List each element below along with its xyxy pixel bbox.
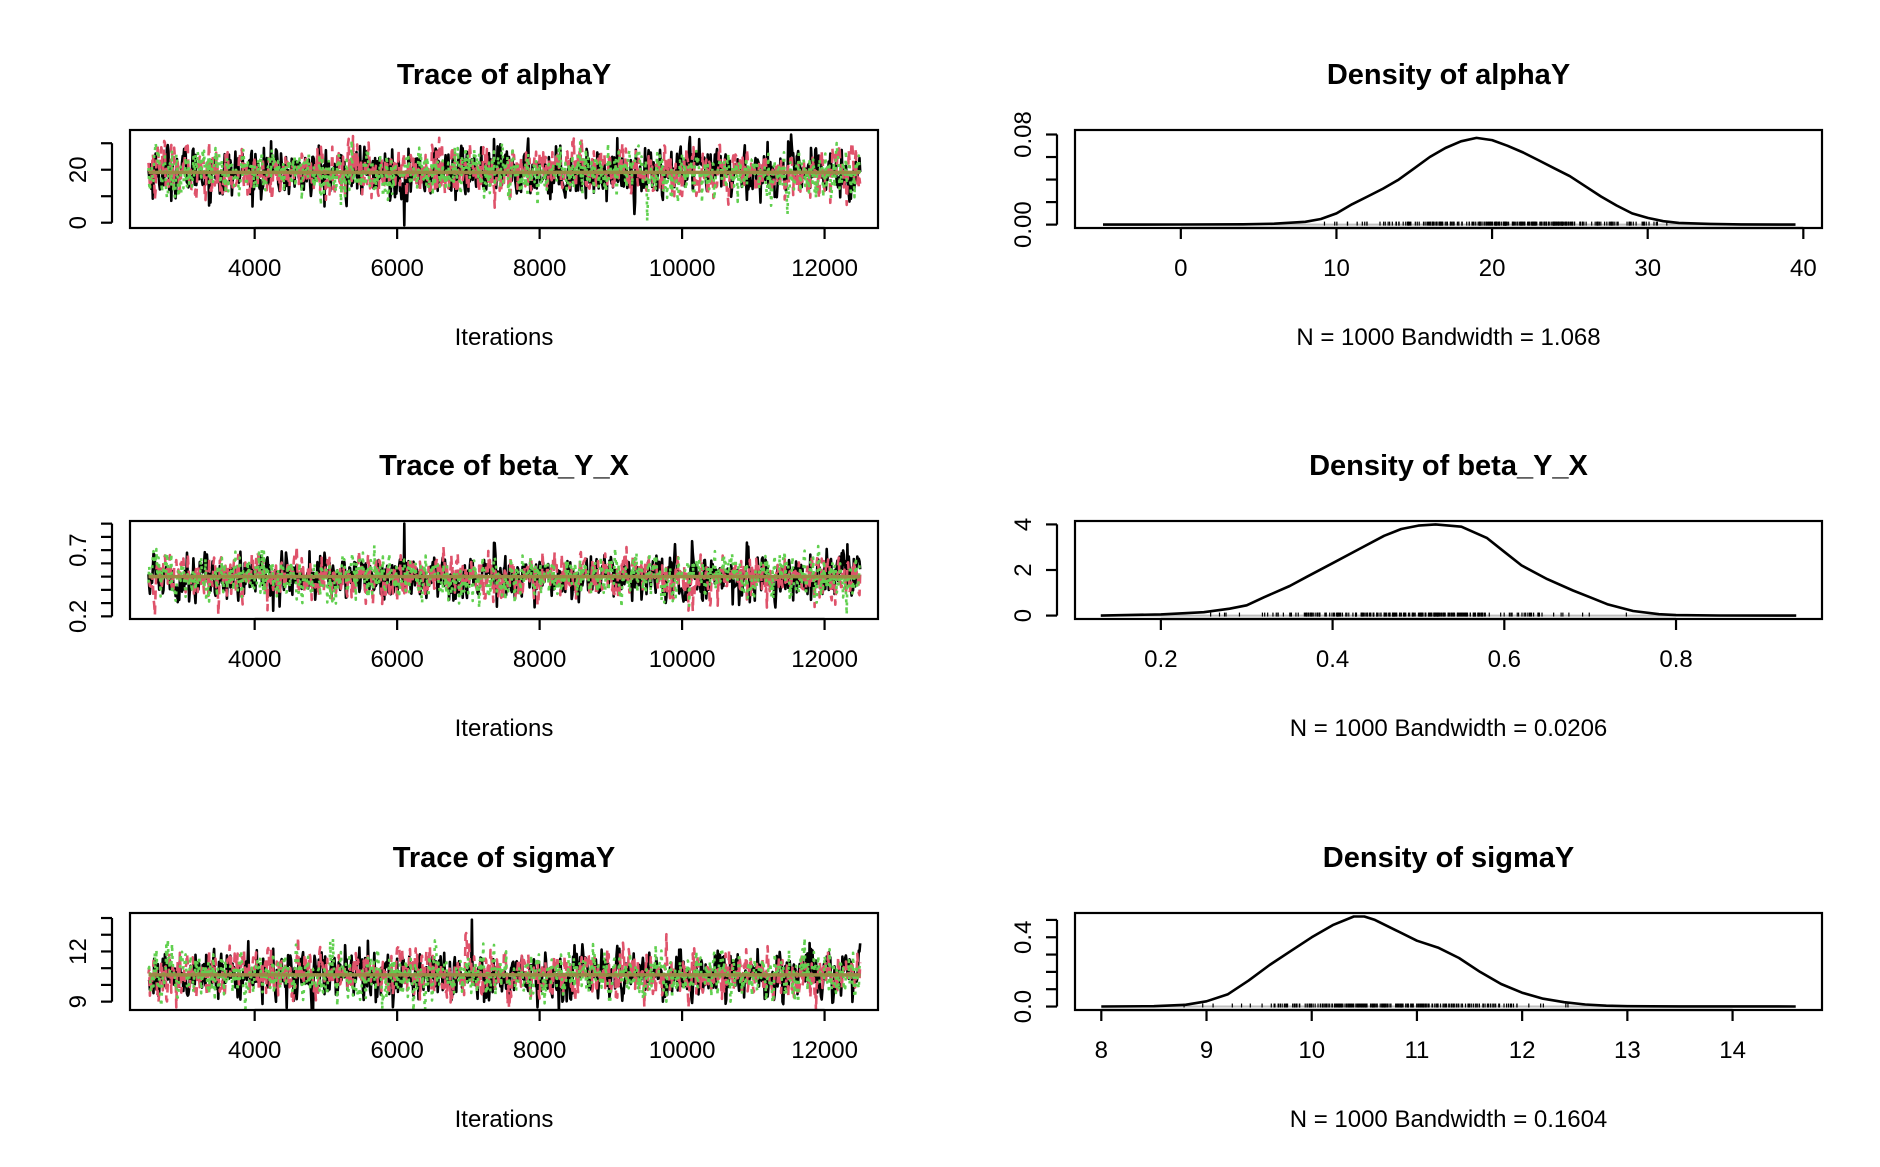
- x-tick-label: 4000: [228, 255, 281, 282]
- rug-marks: [1183, 1003, 1569, 1008]
- x-tick-label: 4000: [228, 1037, 281, 1064]
- plot-box: [1073, 519, 1824, 621]
- x-tick-label: 0.2: [1144, 646, 1177, 673]
- x-tick-label: 40: [1790, 255, 1817, 282]
- trace-line-chain-3: [147, 936, 862, 1010]
- y-tick-label: 9: [65, 995, 92, 1008]
- y-tick-label: 2: [1010, 563, 1037, 576]
- rug-marks: [1210, 612, 1627, 617]
- x-tick-label: 12000: [791, 646, 858, 673]
- x-axis-label: N = 1000 Bandwidth = 1.068: [1296, 324, 1600, 351]
- rug-marks: [1323, 221, 1668, 226]
- density-plot-1: Density of alphaY 0 10 20 30 40 0.00 0.08 N = 10…: [1010, 59, 1824, 351]
- x-tick-label: 12000: [791, 1037, 858, 1064]
- density-plot-5: Density of sigmaY 8 9 10 11 12 13 14 0.0 0.4 N = 1…: [1010, 842, 1824, 1133]
- y-tick-label: 12: [65, 938, 92, 965]
- plot-area: [147, 133, 862, 227]
- y-tick-label: 0.00: [1010, 201, 1037, 248]
- x-tick-label: 14: [1719, 1037, 1746, 1064]
- plot-title: Density of beta_Y_X: [1309, 450, 1588, 482]
- x-axis-label: Iterations: [455, 324, 554, 351]
- trace-plot-2: Trace of beta_Y_X 4000 6000 8000 10000 12000 0…: [65, 450, 880, 742]
- y-tick-label: 0.2: [65, 600, 92, 633]
- trace-plot-0: Trace of alphaY 4000 6000 8000 10000 12000 0 20…: [65, 59, 880, 351]
- density-plot-3: Density of beta_Y_X 0.2 0.4 0.6 0.8 0 2 4 N = 10…: [1010, 450, 1824, 742]
- y-tick-label: 0.7: [65, 533, 92, 566]
- x-tick-label: 10000: [649, 646, 716, 673]
- x-tick-label: 0.8: [1659, 646, 1692, 673]
- x-tick-label: 8000: [513, 646, 566, 673]
- plot-title: Density of sigmaY: [1323, 842, 1574, 874]
- x-tick-label: 11: [1404, 1037, 1429, 1064]
- plot-area: [1101, 915, 1796, 1008]
- x-tick-label: 13: [1614, 1037, 1641, 1064]
- y-tick-label: 0.0: [1010, 990, 1037, 1023]
- plot-area: [147, 918, 862, 1010]
- x-tick-label: 12: [1509, 1037, 1536, 1064]
- x-tick-label: 8: [1095, 1037, 1108, 1064]
- x-tick-label: 12000: [791, 255, 858, 282]
- y-tick-label: 0: [1010, 609, 1037, 622]
- plot-box: [1073, 128, 1824, 230]
- plot-area: [1102, 136, 1796, 226]
- x-tick-label: 30: [1634, 255, 1661, 282]
- x-tick-label: 0.6: [1488, 646, 1521, 673]
- density-curve: [1101, 915, 1796, 1008]
- plot-area: [1100, 523, 1797, 617]
- y-tick-label: 4: [1010, 518, 1037, 531]
- x-axis-label: N = 1000 Bandwidth = 0.1604: [1290, 1106, 1608, 1133]
- plot-box: [1073, 911, 1824, 1012]
- x-tick-label: 10: [1298, 1037, 1325, 1064]
- x-tick-label: 0: [1174, 255, 1187, 282]
- y-tick-label: 0: [65, 216, 92, 229]
- x-tick-label: 0.4: [1316, 646, 1349, 673]
- x-axis-label: N = 1000 Bandwidth = 0.0206: [1290, 715, 1608, 742]
- trace-line-chain-1: [147, 522, 862, 613]
- x-tick-label: 9: [1200, 1037, 1213, 1064]
- x-tick-label: 10000: [649, 1037, 716, 1064]
- x-tick-label: 6000: [370, 255, 423, 282]
- x-tick-label: 8000: [513, 1037, 566, 1064]
- x-tick-label: 4000: [228, 646, 281, 673]
- trace-plot-4: Trace of sigmaY 4000 6000 8000 10000 12000 9 12…: [65, 842, 880, 1133]
- x-tick-label: 6000: [370, 646, 423, 673]
- density-curve: [1100, 523, 1797, 617]
- x-axis-label: Iterations: [455, 1106, 554, 1133]
- x-tick-label: 10: [1323, 255, 1350, 282]
- plot-title: Trace of sigmaY: [393, 842, 615, 874]
- y-tick-label: 0.4: [1010, 921, 1037, 954]
- plot-title: Trace of alphaY: [397, 59, 611, 91]
- x-tick-label: 20: [1479, 255, 1506, 282]
- y-tick-label: 0.08: [1010, 111, 1037, 158]
- plot-title: Density of alphaY: [1327, 59, 1570, 91]
- plot-title: Trace of beta_Y_X: [379, 450, 629, 482]
- x-axis-label: Iterations: [455, 715, 554, 742]
- x-tick-label: 6000: [370, 1037, 423, 1064]
- plot-area: [147, 522, 862, 617]
- density-curve: [1102, 136, 1796, 226]
- y-tick-label: 20: [65, 156, 92, 183]
- x-tick-label: 10000: [649, 255, 716, 282]
- x-tick-label: 8000: [513, 255, 566, 282]
